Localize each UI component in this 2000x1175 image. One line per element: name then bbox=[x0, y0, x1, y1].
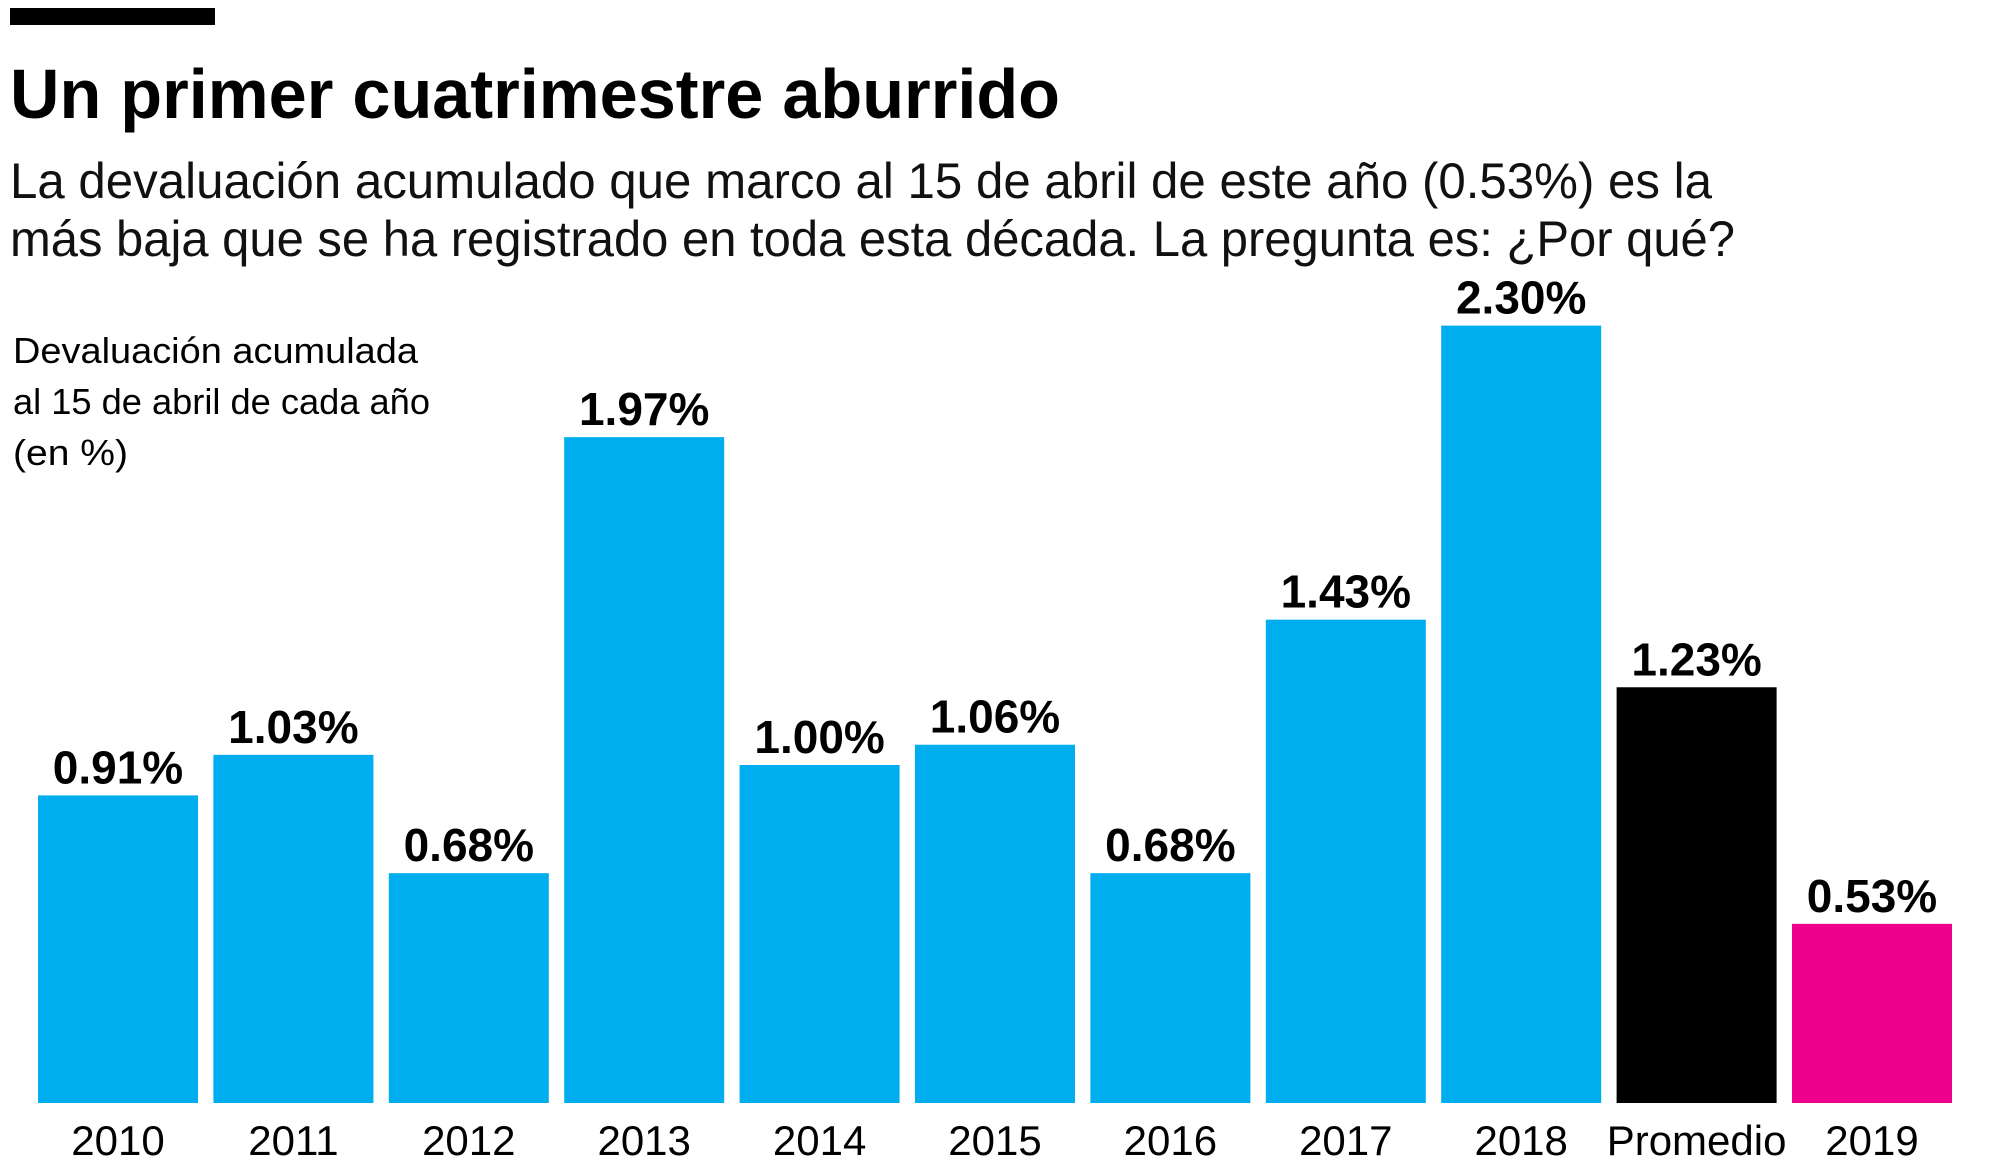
x-tick-label: 2018 bbox=[1474, 1117, 1567, 1164]
bar-2011 bbox=[213, 754, 374, 1103]
data-label: 0.53% bbox=[1807, 870, 1937, 922]
chart-title: Un primer cuatrimestre aburrido bbox=[10, 55, 1060, 133]
data-label: 1.23% bbox=[1631, 633, 1761, 685]
x-tick-label: 2010 bbox=[71, 1117, 164, 1164]
data-label: 1.03% bbox=[228, 701, 358, 753]
x-tick-label: 2014 bbox=[773, 1117, 866, 1164]
bar-2012 bbox=[388, 873, 549, 1103]
bar-2016 bbox=[1090, 873, 1251, 1103]
data-label: 1.97% bbox=[579, 383, 709, 435]
bar-2017 bbox=[1265, 619, 1426, 1103]
bar-2018 bbox=[1441, 325, 1602, 1104]
data-label: 1.06% bbox=[930, 691, 1060, 743]
data-label: 0.91% bbox=[53, 741, 183, 793]
bar-2015 bbox=[915, 744, 1075, 1103]
bar-2019 bbox=[1792, 923, 1952, 1103]
header-rule bbox=[10, 8, 215, 25]
data-label: 0.68% bbox=[1105, 819, 1235, 871]
chart-subtitle-line-2: más baja que se ha registrado en toda es… bbox=[10, 211, 1735, 267]
x-tick-label: 2013 bbox=[597, 1117, 690, 1164]
data-label: 1.43% bbox=[1281, 566, 1411, 618]
bar-promedio bbox=[1616, 687, 1777, 1103]
data-label: 1.00% bbox=[754, 711, 884, 763]
bar-2010 bbox=[38, 795, 198, 1103]
x-tick-label: 2016 bbox=[1124, 1117, 1217, 1164]
x-tick-label: 2012 bbox=[422, 1117, 515, 1164]
x-tick-label: 2017 bbox=[1299, 1117, 1392, 1164]
axis-note-line-1: Devaluación acumulada bbox=[13, 330, 419, 371]
data-label: 0.68% bbox=[404, 819, 534, 871]
axis-note-line-3: (en %) bbox=[13, 432, 128, 473]
x-tick-label: 2015 bbox=[948, 1117, 1041, 1164]
axis-note-line-2: al 15 de abril de cada año bbox=[13, 381, 430, 422]
x-tick-label: 2019 bbox=[1825, 1117, 1918, 1164]
bar-2014 bbox=[739, 765, 900, 1103]
chart-subtitle-line-1: La devaluación acumulado que marco al 15… bbox=[10, 153, 1712, 209]
x-tick-label: 2011 bbox=[248, 1117, 338, 1164]
x-tick-label: Promedio bbox=[1607, 1117, 1787, 1164]
bar-2013 bbox=[564, 437, 725, 1103]
data-label: 2.30% bbox=[1456, 272, 1586, 324]
